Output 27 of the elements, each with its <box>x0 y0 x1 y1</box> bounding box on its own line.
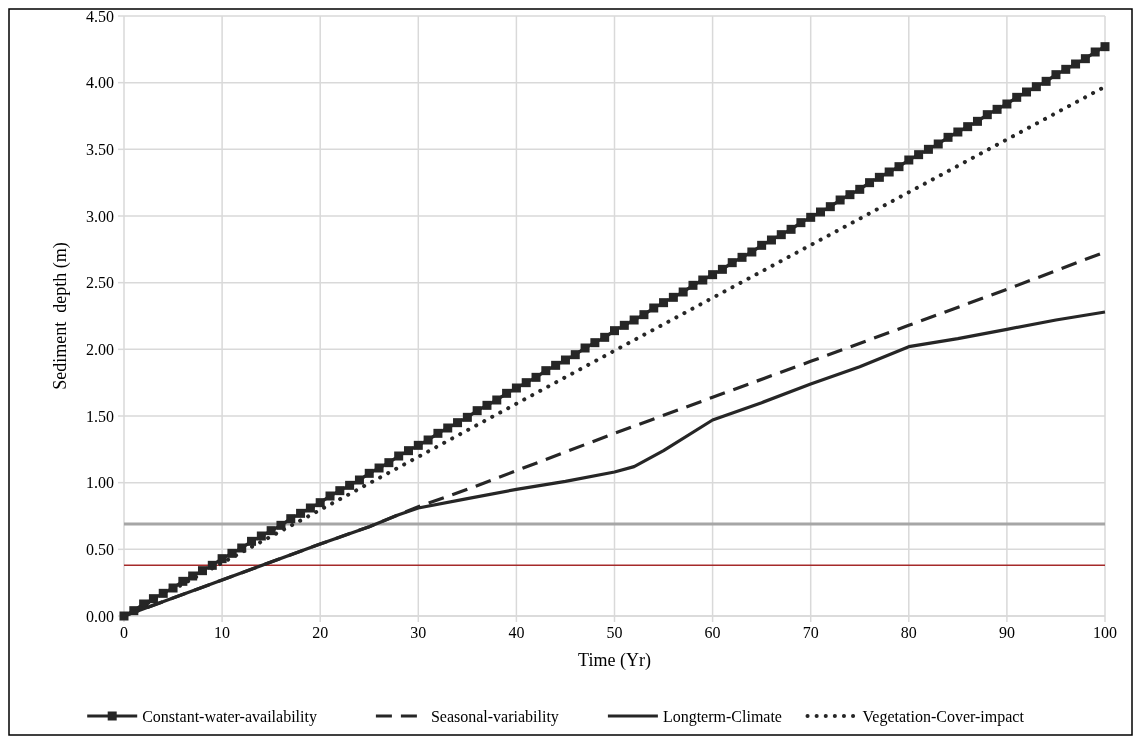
y-tick-label: 1.00 <box>86 474 114 492</box>
y-tick-label: 4.50 <box>86 7 114 25</box>
x-tick-label: 30 <box>410 624 427 641</box>
x-tick-label: 20 <box>312 624 329 641</box>
y-tick-label: 3.50 <box>86 140 114 158</box>
x-tick-label: 90 <box>998 624 1015 641</box>
y-tick-label: 1.50 <box>86 407 114 425</box>
y-tick-label: 2.50 <box>86 274 114 292</box>
y-axis-title: Sediment depth (m) <box>50 242 71 390</box>
y-tick-label: 3.00 <box>86 207 114 225</box>
x-tick-label: 70 <box>802 624 819 641</box>
y-tick-label: 4.00 <box>86 74 114 92</box>
x-axis-title: Time (Yr) <box>578 650 651 671</box>
y-tick-label: 0.50 <box>86 540 114 558</box>
legend-label: Seasonal-variability <box>430 707 559 726</box>
y-tick-label: 2.00 <box>86 340 114 358</box>
x-tick-label: 50 <box>606 624 623 641</box>
x-tick-label: 40 <box>508 624 525 641</box>
x-tick-label: 10 <box>214 624 231 641</box>
x-tick-label: 0 <box>120 624 128 641</box>
y-tick-label: 0.00 <box>86 607 114 625</box>
x-tick-label: 80 <box>900 624 917 641</box>
legend-label: Longterm-Climate <box>662 707 782 726</box>
x-tick-label: 60 <box>704 624 721 641</box>
legend-label: Vegetation-Cover-impact <box>862 707 1025 726</box>
x-tick-label: 100 <box>1093 624 1117 641</box>
legend-label: Constant-water-availability <box>142 707 317 726</box>
